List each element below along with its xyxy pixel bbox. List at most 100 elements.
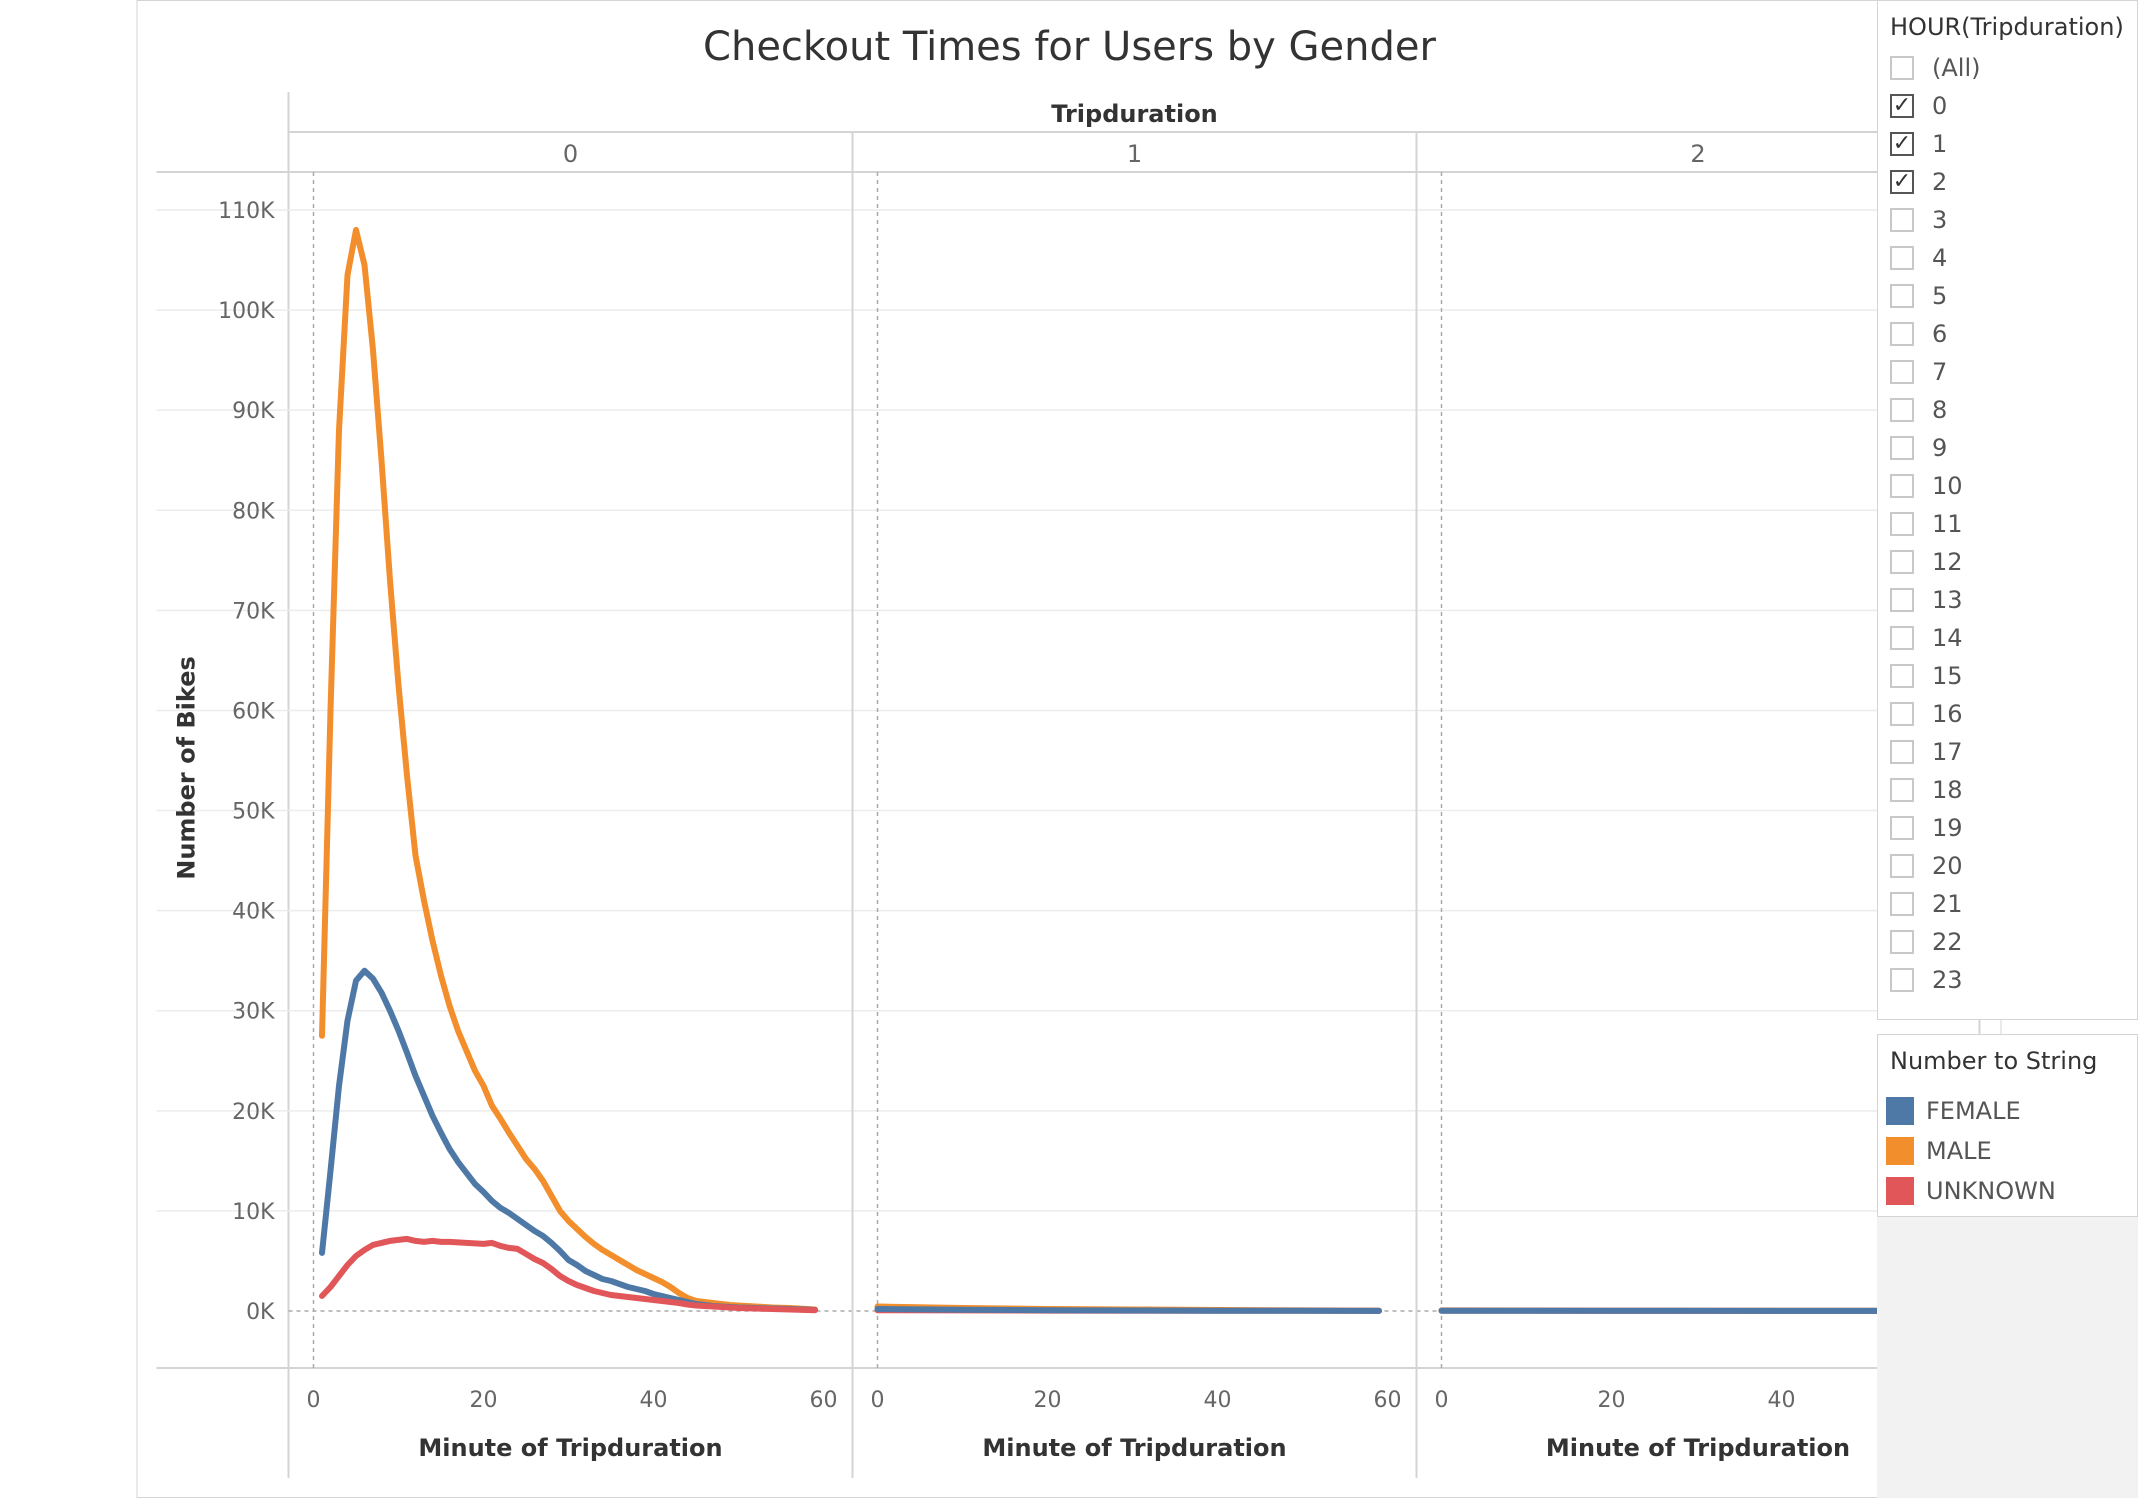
column-header-0: 0 bbox=[563, 140, 578, 168]
x-tick-label: 60 bbox=[810, 1388, 838, 1413]
y-tick-label: 110K bbox=[218, 199, 275, 224]
checkbox[interactable] bbox=[1890, 246, 1914, 270]
filter-item-label: 23 bbox=[1932, 966, 1963, 994]
filter-item-21[interactable]: 21 bbox=[1890, 885, 2137, 923]
y-tick-label: 70K bbox=[232, 599, 275, 624]
y-axis-ticks: 110K 100K 90K 80K 70K 60K 50K 40K 30K 20K 10K 0K bbox=[218, 199, 275, 1325]
y-tick-label: 10K bbox=[232, 1200, 275, 1225]
y-axis-title: Number of Bikes bbox=[173, 656, 201, 880]
filter-item-8[interactable]: 8 bbox=[1890, 391, 2137, 429]
checkbox[interactable] bbox=[1890, 436, 1914, 460]
filter-item-3[interactable]: 3 bbox=[1890, 201, 2137, 239]
x-tick-label: 20 bbox=[1034, 1388, 1062, 1413]
filter-item-15[interactable]: 15 bbox=[1890, 657, 2137, 695]
filter-item-23[interactable]: 23 bbox=[1890, 961, 2137, 999]
filter-item-label: 8 bbox=[1932, 396, 1948, 424]
filter-item-label: 11 bbox=[1932, 510, 1963, 538]
checkbox[interactable] bbox=[1890, 854, 1914, 878]
filter-item-19[interactable]: 19 bbox=[1890, 809, 2137, 847]
filter-list: (All) ✓ 0 ✓ 1 ✓ 2 3 4 5 6 7 8 9 10 11 12 13 14 15 16 17 18 19 20… bbox=[1878, 49, 2137, 999]
checkbox[interactable] bbox=[1890, 512, 1914, 536]
x-axis-title: Minute of Tripduration bbox=[1546, 1434, 1850, 1462]
checkbox[interactable] bbox=[1890, 360, 1914, 384]
checkbox[interactable] bbox=[1890, 892, 1914, 916]
x-tick-label: 20 bbox=[1598, 1388, 1626, 1413]
filter-item-20[interactable]: 20 bbox=[1890, 847, 2137, 885]
checkbox[interactable]: ✓ bbox=[1890, 94, 1914, 118]
checkbox[interactable] bbox=[1890, 474, 1914, 498]
x-tick-label: 0 bbox=[871, 1388, 885, 1413]
filter-item-17[interactable]: 17 bbox=[1890, 733, 2137, 771]
checkbox[interactable] bbox=[1890, 968, 1914, 992]
filter-item-14[interactable]: 14 bbox=[1890, 619, 2137, 657]
gridlines bbox=[156, 209, 1980, 1312]
checkbox[interactable] bbox=[1890, 398, 1914, 422]
filter-item-22[interactable]: 22 bbox=[1890, 923, 2137, 961]
x-axis-title: Minute of Tripduration bbox=[982, 1434, 1286, 1462]
filter-item-0[interactable]: ✓ 0 bbox=[1890, 87, 2137, 125]
filter-item-18[interactable]: 18 bbox=[1890, 771, 2137, 809]
x-tick-label: 40 bbox=[1204, 1388, 1232, 1413]
column-header-2: 2 bbox=[1690, 140, 1705, 168]
filter-item-label: 4 bbox=[1932, 244, 1948, 272]
checkbox[interactable] bbox=[1890, 322, 1914, 346]
x-tick-label: 20 bbox=[470, 1388, 498, 1413]
checkbox[interactable]: ✓ bbox=[1890, 170, 1914, 194]
filter-item-label: 19 bbox=[1932, 814, 1963, 842]
filter-item-label: 15 bbox=[1932, 662, 1963, 690]
checkbox[interactable] bbox=[1890, 702, 1914, 726]
checkbox[interactable] bbox=[1890, 56, 1914, 80]
checkbox[interactable] bbox=[1890, 284, 1914, 308]
filter-item-label: 1 bbox=[1932, 130, 1948, 158]
y-tick-label: 60K bbox=[232, 699, 275, 724]
filter-item-7[interactable]: 7 bbox=[1890, 353, 2137, 391]
checkbox[interactable] bbox=[1890, 816, 1914, 840]
color-legend-panel: Number to String FEMALE MALE UNKNOWN bbox=[1877, 1034, 2138, 1217]
filter-item-label: 13 bbox=[1932, 586, 1963, 614]
filter-item-4[interactable]: 4 bbox=[1890, 239, 2137, 277]
filter-item-label: 6 bbox=[1932, 320, 1948, 348]
checkbox[interactable] bbox=[1890, 208, 1914, 232]
filter-item-2[interactable]: ✓ 2 bbox=[1890, 163, 2137, 201]
filter-item-10[interactable]: 10 bbox=[1890, 467, 2137, 505]
legend-item-male[interactable]: MALE bbox=[1886, 1131, 2137, 1171]
filter-item-11[interactable]: 11 bbox=[1890, 505, 2137, 543]
filter-item-12[interactable]: 12 bbox=[1890, 543, 2137, 581]
filter-item-16[interactable]: 16 bbox=[1890, 695, 2137, 733]
filter-item-label: 7 bbox=[1932, 358, 1948, 386]
filter-item-13[interactable]: 13 bbox=[1890, 581, 2137, 619]
filter-item-label: 21 bbox=[1932, 890, 1963, 918]
y-tick-label: 80K bbox=[232, 499, 275, 524]
y-tick-label: 100K bbox=[218, 299, 275, 324]
legend-label: FEMALE bbox=[1926, 1097, 2021, 1125]
y-tick-label: 30K bbox=[232, 1000, 275, 1025]
legend-list: FEMALE MALE UNKNOWN bbox=[1878, 1091, 2137, 1211]
checkbox[interactable] bbox=[1890, 930, 1914, 954]
filter-item-5[interactable]: 5 bbox=[1890, 277, 2137, 315]
filter-item-label: 0 bbox=[1932, 92, 1948, 120]
filter-item-label: 10 bbox=[1932, 472, 1963, 500]
checkbox[interactable] bbox=[1890, 740, 1914, 764]
checkbox[interactable]: ✓ bbox=[1890, 132, 1914, 156]
filter-item-label: 14 bbox=[1932, 624, 1963, 652]
filter-item-label: 2 bbox=[1932, 168, 1948, 196]
filter-item-all[interactable]: (All) bbox=[1890, 49, 2137, 87]
x-tick-label: 40 bbox=[640, 1388, 668, 1413]
legend-item-unknown[interactable]: UNKNOWN bbox=[1886, 1171, 2137, 1211]
filter-item-1[interactable]: ✓ 1 bbox=[1890, 125, 2137, 163]
filter-item-9[interactable]: 9 bbox=[1890, 429, 2137, 467]
column-headers: 0 1 2 bbox=[563, 140, 1706, 168]
checkbox[interactable] bbox=[1890, 778, 1914, 802]
checkbox[interactable] bbox=[1890, 550, 1914, 574]
checkbox[interactable] bbox=[1890, 588, 1914, 612]
legend-swatch bbox=[1886, 1177, 1914, 1205]
filter-item-label: 16 bbox=[1932, 700, 1963, 728]
filter-title: HOUR(Tripduration) bbox=[1890, 13, 2124, 41]
checkbox[interactable] bbox=[1890, 664, 1914, 688]
legend-item-female[interactable]: FEMALE bbox=[1886, 1091, 2137, 1131]
checkbox[interactable] bbox=[1890, 626, 1914, 650]
x-tick-label: 40 bbox=[1768, 1388, 1796, 1413]
legend-swatch bbox=[1886, 1097, 1914, 1125]
filter-item-6[interactable]: 6 bbox=[1890, 315, 2137, 353]
series-line-female-panel-1 bbox=[874, 1306, 1382, 1314]
